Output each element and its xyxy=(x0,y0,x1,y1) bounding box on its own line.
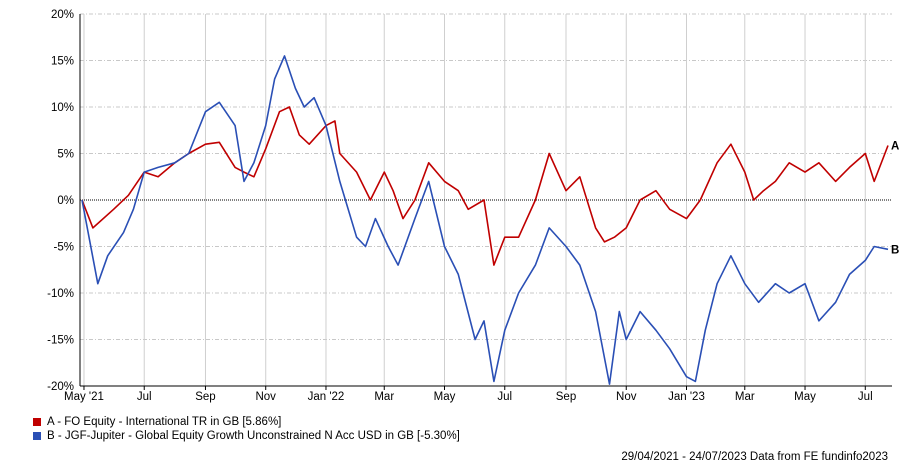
y-tick-label: 5% xyxy=(57,149,74,161)
legend-item-b: B - JGF-Jupiter - Global Equity Growth U… xyxy=(33,430,460,442)
x-tick-label: Jul xyxy=(137,391,152,403)
y-tick-label: 0% xyxy=(57,195,74,207)
x-tick-label: Nov xyxy=(255,391,276,403)
y-tick-label: 10% xyxy=(51,102,74,114)
x-tick-label: Jan '22 xyxy=(308,391,345,403)
series-line-a xyxy=(81,106,889,266)
x-tick-label: Jul xyxy=(858,391,873,403)
legend-item-a: A - FO Equity - International TR in GB [… xyxy=(33,416,281,428)
x-tick-label: Jan '23 xyxy=(668,391,705,403)
x-tick-label: May xyxy=(434,391,456,403)
x-tick-label: Nov xyxy=(616,391,637,403)
line-chart: 20% 15% 10% 5% 0% -5% -10% -15% -20%May '21 Jul Se… xyxy=(47,9,899,403)
y-tick-label: -5% xyxy=(54,242,74,254)
legend-swatch-a xyxy=(33,418,41,426)
x-tick-label: Jul xyxy=(497,391,512,403)
series-end-label-b: B xyxy=(891,244,899,256)
y-tick-label: -15% xyxy=(47,335,74,347)
series-end-label-a: A xyxy=(891,141,899,153)
series-line-b xyxy=(81,55,889,385)
footer-source: 29/04/2021 - 24/07/2023 Data from FE fun… xyxy=(621,451,888,463)
x-tick-label: May xyxy=(794,391,816,403)
y-tick-label: -20% xyxy=(47,381,74,393)
legend-label-b: B - JGF-Jupiter - Global Equity Growth U… xyxy=(47,430,460,442)
y-tick-label: 20% xyxy=(51,9,74,21)
y-tick-label: 15% xyxy=(51,56,74,68)
x-tick-label: Mar xyxy=(735,391,755,403)
x-tick-label: Sep xyxy=(195,391,215,403)
x-tick-label: May '21 xyxy=(64,391,104,403)
x-tick-label: Mar xyxy=(374,391,394,403)
x-tick-label: Sep xyxy=(556,391,576,403)
y-tick-label: -10% xyxy=(47,288,74,300)
legend-swatch-b xyxy=(33,432,41,440)
legend-label-a: A - FO Equity - International TR in GB [… xyxy=(47,416,282,428)
